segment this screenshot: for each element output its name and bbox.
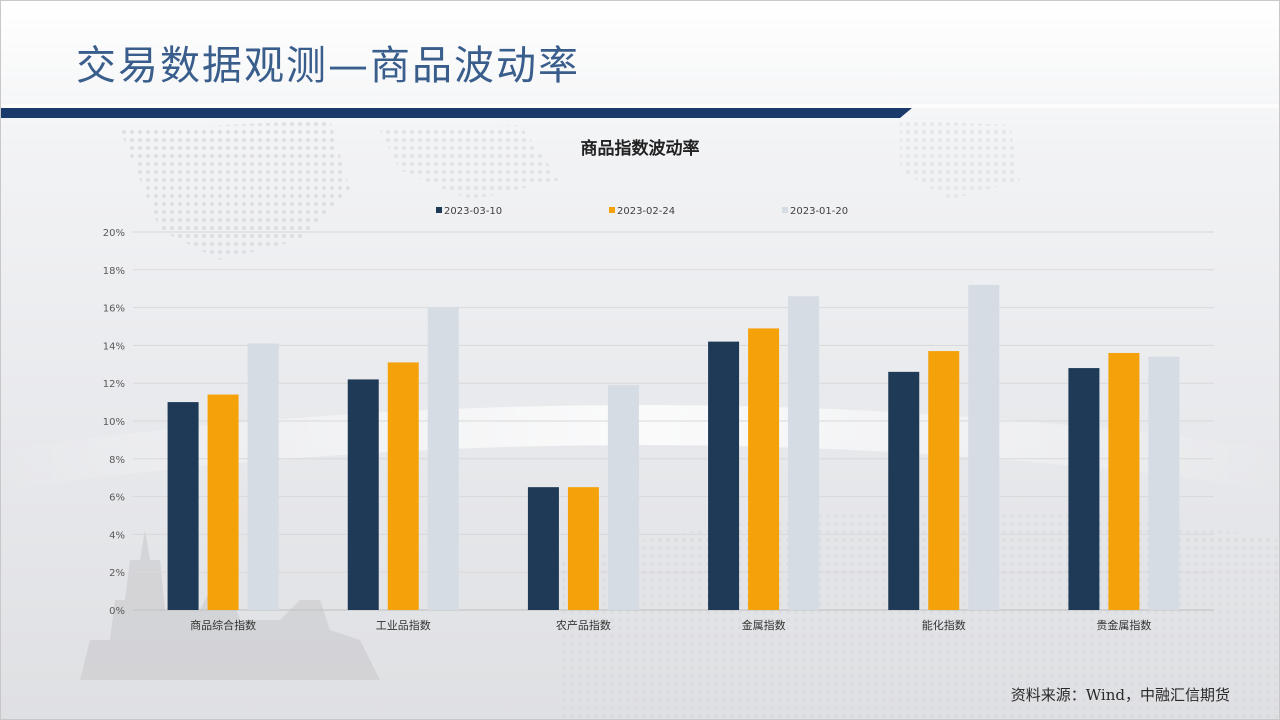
bar-2-6 — [1108, 352, 1140, 610]
bar-1-6 — [1068, 368, 1100, 610]
bar-1-3 — [527, 487, 559, 610]
legend-swatch-1 — [436, 207, 442, 213]
x-category-label: 商品综合指数 — [190, 618, 256, 632]
y-tick-label: 20% — [103, 228, 125, 239]
bar-1-2 — [347, 379, 379, 610]
bar-2-2 — [387, 362, 419, 610]
y-tick-label: 16% — [103, 304, 125, 315]
x-category-label: 贵金属指数 — [1096, 618, 1151, 632]
bar-2-1 — [207, 394, 239, 610]
bar-3-1 — [247, 343, 279, 610]
y-tick-label: 6% — [109, 493, 125, 504]
y-tick-label: 12% — [103, 379, 125, 390]
x-category-label: 金属指数 — [742, 618, 786, 632]
legend-label-1: 2023-03-10 — [444, 206, 502, 217]
legend-swatch-2 — [609, 207, 615, 213]
x-category-label: 农产品指数 — [556, 618, 611, 632]
legend-swatch-3 — [782, 207, 788, 213]
bar-3-2 — [427, 307, 459, 610]
bar-2-3 — [567, 487, 599, 610]
bar-2-5 — [928, 351, 960, 610]
bar-1-5 — [888, 371, 920, 610]
bar-1-4 — [708, 341, 740, 610]
legend-label-2: 2023-02-24 — [617, 206, 675, 217]
chart-title: 商品指数波动率 — [580, 139, 700, 159]
y-tick-label: 18% — [103, 266, 125, 277]
bar-1-1 — [167, 402, 199, 610]
y-tick-label: 14% — [103, 341, 125, 352]
bar-2-4 — [748, 328, 780, 610]
y-tick-label: 8% — [109, 455, 125, 466]
x-category-label: 工业品指数 — [376, 618, 431, 632]
y-tick-label: 0% — [109, 606, 125, 617]
source-note: 资料来源：Wind，中融汇信期货 — [1010, 686, 1230, 704]
y-tick-label: 2% — [109, 568, 125, 579]
bar-3-3 — [607, 385, 639, 610]
title-underline-bar — [0, 104, 1280, 118]
bar-3-4 — [788, 296, 820, 610]
bar-3-6 — [1148, 356, 1180, 610]
slide-title: 交易数据观测—商品波动率 — [76, 43, 580, 89]
y-tick-label: 4% — [109, 530, 125, 541]
x-category-label: 能化指数 — [922, 618, 966, 632]
y-tick-label: 10% — [103, 417, 125, 428]
legend-label-3: 2023-01-20 — [790, 206, 848, 217]
bar-3-5 — [968, 284, 1000, 610]
